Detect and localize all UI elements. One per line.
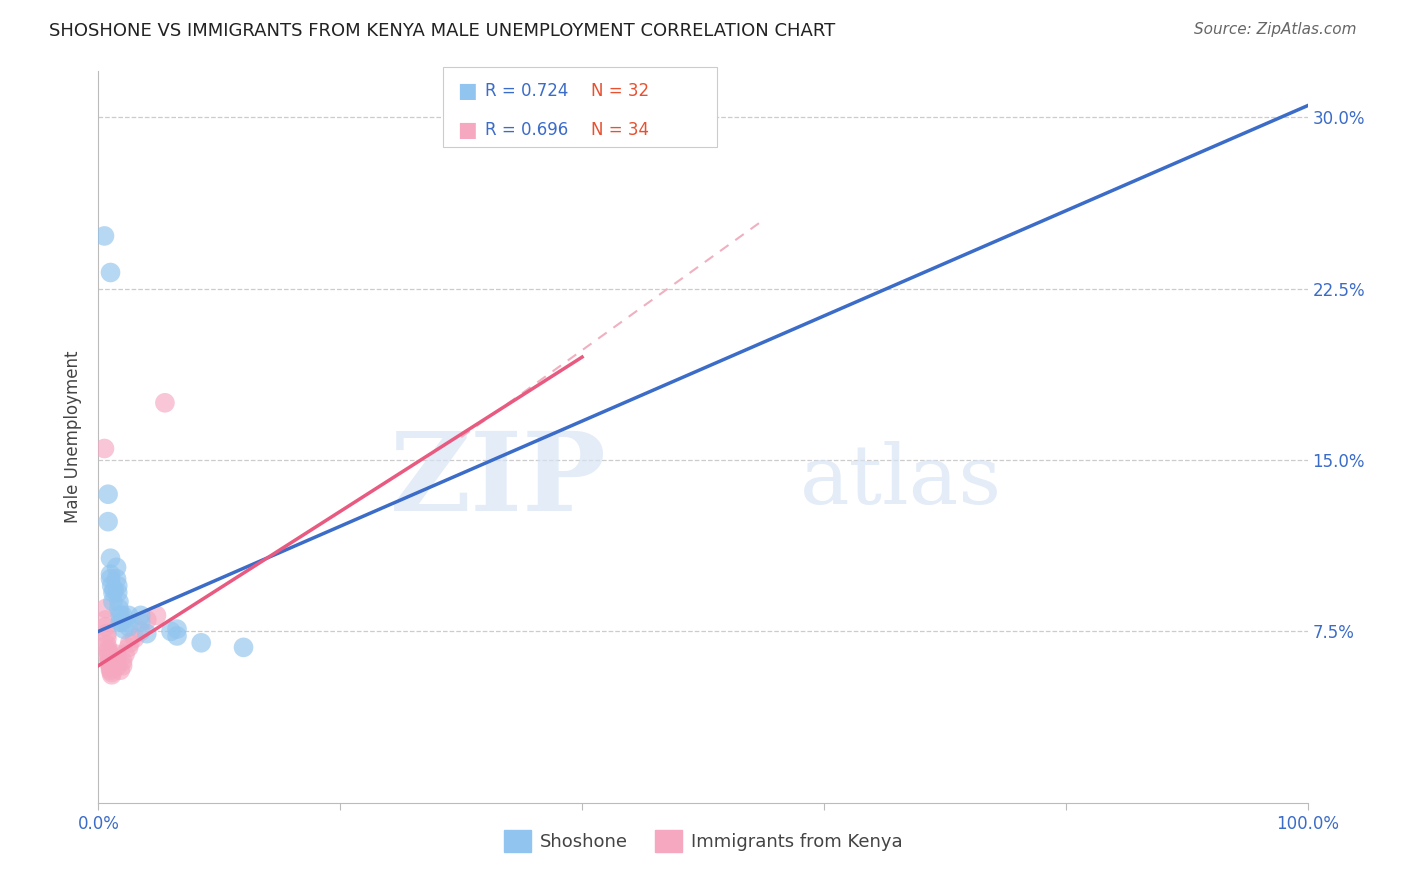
Y-axis label: Male Unemployment: Male Unemployment: [65, 351, 83, 524]
Point: [103, 654, 125, 668]
Text: ■: ■: [457, 81, 477, 101]
Point: [94, 613, 117, 627]
Point: [96, 638, 118, 652]
Text: ZIP: ZIP: [389, 427, 606, 534]
Point: [97, 645, 120, 659]
Point: [100, 579, 122, 593]
Point: [100, 567, 122, 582]
Point: [118, 636, 141, 650]
Text: N = 34: N = 34: [591, 120, 648, 138]
Point: [93, 442, 115, 456]
Point: [98, 654, 121, 668]
Point: [100, 551, 122, 566]
Point: [100, 663, 122, 677]
Point: [101, 585, 124, 599]
Point: [107, 585, 129, 599]
Point: [100, 665, 122, 680]
Point: [97, 642, 120, 657]
Point: [100, 661, 122, 675]
Text: R = 0.696: R = 0.696: [485, 120, 568, 138]
Point: [97, 515, 120, 529]
Point: [98, 657, 121, 671]
Point: [118, 620, 141, 634]
Point: [108, 615, 131, 630]
Point: [107, 658, 129, 673]
Point: [135, 626, 157, 640]
Text: atlas: atlas: [800, 441, 1002, 521]
Point: [108, 595, 131, 609]
Point: [103, 583, 125, 598]
Point: [111, 608, 134, 623]
Point: [101, 595, 124, 609]
Text: ■: ■: [457, 120, 477, 139]
Point: [105, 652, 128, 666]
Point: [100, 572, 122, 586]
Point: [111, 658, 134, 673]
Point: [166, 622, 188, 636]
Text: Source: ZipAtlas.com: Source: ZipAtlas.com: [1194, 22, 1357, 37]
Point: [100, 667, 122, 681]
Point: [111, 615, 134, 630]
Point: [112, 622, 135, 636]
Point: [129, 608, 152, 623]
Point: [114, 647, 136, 661]
Point: [108, 601, 131, 615]
Point: [93, 229, 115, 244]
Point: [97, 487, 120, 501]
Point: [118, 640, 141, 655]
Text: N = 32: N = 32: [591, 82, 648, 100]
Text: SHOSHONE VS IMMIGRANTS FROM KENYA MALE UNEMPLOYMENT CORRELATION CHART: SHOSHONE VS IMMIGRANTS FROM KENYA MALE U…: [49, 22, 835, 40]
Point: [153, 396, 176, 410]
Point: [111, 654, 134, 668]
Point: [105, 647, 128, 661]
Point: [107, 579, 129, 593]
Point: [97, 649, 120, 664]
Point: [129, 624, 152, 639]
Point: [232, 640, 254, 655]
Point: [108, 663, 131, 677]
Point: [166, 629, 188, 643]
Point: [96, 632, 118, 646]
Point: [190, 636, 212, 650]
Point: [94, 601, 117, 615]
Point: [100, 266, 122, 280]
Point: [145, 608, 167, 623]
Text: R = 0.724: R = 0.724: [485, 82, 568, 100]
Point: [105, 572, 128, 586]
Point: [129, 615, 152, 630]
Legend: Shoshone, Immigrants from Kenya: Shoshone, Immigrants from Kenya: [496, 823, 910, 860]
Point: [96, 626, 118, 640]
Point: [108, 608, 131, 623]
Point: [94, 620, 117, 634]
Point: [98, 652, 121, 666]
Point: [160, 624, 183, 639]
Point: [105, 560, 128, 574]
Point: [135, 613, 157, 627]
Point: [118, 608, 141, 623]
Point: [100, 658, 122, 673]
Point: [124, 632, 146, 646]
Point: [101, 658, 124, 673]
